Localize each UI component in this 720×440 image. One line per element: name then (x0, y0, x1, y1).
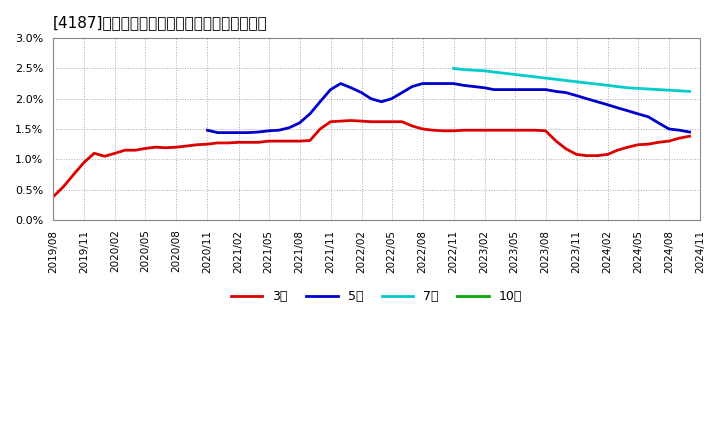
Legend: 3年, 5年, 7年, 10年: 3年, 5年, 7年, 10年 (226, 285, 527, 308)
Text: [4187]　当期純利益マージンの標準偏差の推移: [4187] 当期純利益マージンの標準偏差の推移 (53, 15, 268, 30)
